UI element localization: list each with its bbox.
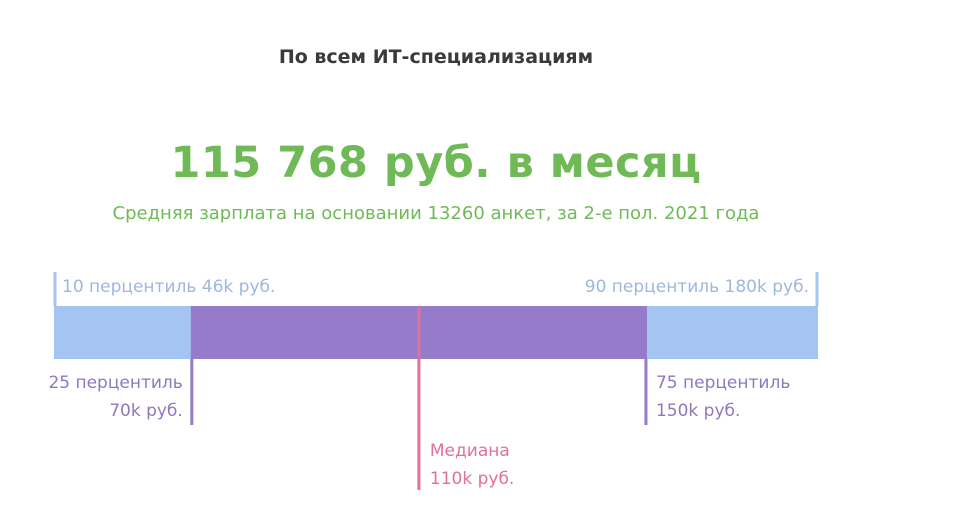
p25-label-value: 70k руб.	[109, 401, 183, 421]
p10-label: 10 перцентиль 46k руб.	[62, 277, 275, 297]
average-salary-subtitle: Средняя зарплата на основании 13260 анке…	[112, 203, 760, 224]
median-label-value: 110k руб.	[430, 469, 514, 489]
p75-label-title: 75 перцентиль	[656, 373, 790, 393]
p75-label-value: 150k руб.	[656, 401, 740, 421]
average-salary-headline: 115 768 руб. в месяц	[170, 138, 702, 188]
p25-label-title: 25 перцентиль	[48, 373, 182, 393]
p90-label: 90 перцентиль 180k руб.	[585, 277, 809, 297]
median-label-title: Медиана	[430, 441, 510, 461]
chart-title: По всем ИТ-специализациям	[278, 46, 594, 68]
